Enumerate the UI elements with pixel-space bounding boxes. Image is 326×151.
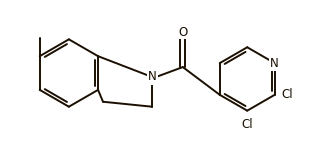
Text: N: N xyxy=(148,71,156,84)
Text: O: O xyxy=(178,26,187,39)
Text: N: N xyxy=(270,57,279,70)
Text: Cl: Cl xyxy=(242,118,253,131)
Text: Cl: Cl xyxy=(282,88,293,101)
